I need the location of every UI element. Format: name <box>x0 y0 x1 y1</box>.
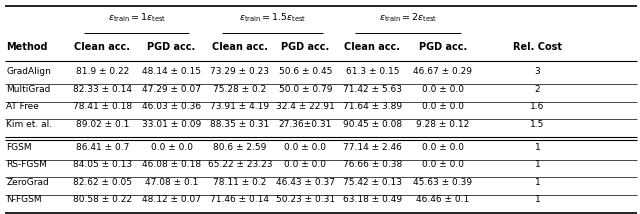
Text: 90.45 ± 0.08: 90.45 ± 0.08 <box>343 120 402 129</box>
Text: 46.43 ± 0.37: 46.43 ± 0.37 <box>276 178 335 187</box>
Text: 61.3 ± 0.15: 61.3 ± 0.15 <box>346 67 399 76</box>
Text: $\epsilon_{\rm train}=1\epsilon_{\rm test}$: $\epsilon_{\rm train}=1\epsilon_{\rm tes… <box>108 12 166 24</box>
Text: 0.0 ± 0.0: 0.0 ± 0.0 <box>284 143 326 152</box>
Text: 1: 1 <box>535 178 540 187</box>
Text: 48.12 ± 0.07: 48.12 ± 0.07 <box>142 195 201 204</box>
Text: 47.29 ± 0.07: 47.29 ± 0.07 <box>142 85 201 94</box>
Text: Clean acc.: Clean acc. <box>344 42 401 52</box>
Text: 78.41 ± 0.18: 78.41 ± 0.18 <box>73 102 132 111</box>
Text: 65.22 ± 23.23: 65.22 ± 23.23 <box>208 160 272 169</box>
Text: 46.67 ± 0.29: 46.67 ± 0.29 <box>413 67 472 76</box>
Text: 73.91 ± 4.19: 73.91 ± 4.19 <box>211 102 269 111</box>
Text: 47.08 ± 0.1: 47.08 ± 0.1 <box>145 178 198 187</box>
Text: 77.14 ± 2.46: 77.14 ± 2.46 <box>343 143 402 152</box>
Text: 71.46 ± 0.14: 71.46 ± 0.14 <box>211 195 269 204</box>
Text: PGD acc.: PGD acc. <box>281 42 330 52</box>
Text: 82.62 ± 0.05: 82.62 ± 0.05 <box>73 178 132 187</box>
Text: 75.42 ± 0.13: 75.42 ± 0.13 <box>343 178 402 187</box>
Text: 88.35 ± 0.31: 88.35 ± 0.31 <box>211 120 269 129</box>
Text: 50.23 ± 0.31: 50.23 ± 0.31 <box>276 195 335 204</box>
Text: 73.29 ± 0.23: 73.29 ± 0.23 <box>211 67 269 76</box>
Text: 1.5: 1.5 <box>531 120 545 129</box>
Text: Clean acc.: Clean acc. <box>74 42 131 52</box>
Text: $\epsilon_{\rm train}=1.5\epsilon_{\rm test}$: $\epsilon_{\rm train}=1.5\epsilon_{\rm t… <box>239 12 307 24</box>
Text: 80.58 ± 0.22: 80.58 ± 0.22 <box>73 195 132 204</box>
Text: Clean acc.: Clean acc. <box>212 42 268 52</box>
Text: 81.9 ± 0.22: 81.9 ± 0.22 <box>76 67 129 76</box>
Text: FGSM: FGSM <box>6 143 32 152</box>
Text: 1: 1 <box>535 160 540 169</box>
Text: 1.6: 1.6 <box>531 102 545 111</box>
Text: 75.28 ± 0.2: 75.28 ± 0.2 <box>213 85 267 94</box>
Text: $\epsilon_{\rm train}=2\epsilon_{\rm test}$: $\epsilon_{\rm train}=2\epsilon_{\rm tes… <box>378 12 437 24</box>
Text: 0.0 ± 0.0: 0.0 ± 0.0 <box>422 85 464 94</box>
Text: 1: 1 <box>535 143 540 152</box>
Text: 48.14 ± 0.15: 48.14 ± 0.15 <box>142 67 201 76</box>
Text: 80.6 ± 2.59: 80.6 ± 2.59 <box>213 143 267 152</box>
Text: 86.41 ± 0.7: 86.41 ± 0.7 <box>76 143 129 152</box>
Text: 46.08 ± 0.18: 46.08 ± 0.18 <box>142 160 201 169</box>
Text: PGD acc.: PGD acc. <box>147 42 196 52</box>
Text: 0.0 ± 0.0: 0.0 ± 0.0 <box>422 160 464 169</box>
Text: N-FGSM: N-FGSM <box>6 195 42 204</box>
Text: GradAlign: GradAlign <box>6 67 51 76</box>
Text: 1: 1 <box>535 195 540 204</box>
Text: 82.33 ± 0.14: 82.33 ± 0.14 <box>73 85 132 94</box>
Text: PGD acc.: PGD acc. <box>419 42 467 52</box>
Text: 46.46 ± 0.1: 46.46 ± 0.1 <box>416 195 470 204</box>
Text: Rel. Cost: Rel. Cost <box>513 42 562 52</box>
Text: RS-FGSM: RS-FGSM <box>6 160 47 169</box>
Text: 0.0 ± 0.0: 0.0 ± 0.0 <box>422 102 464 111</box>
Text: 89.02 ± 0.1: 89.02 ± 0.1 <box>76 120 129 129</box>
Text: 45.63 ± 0.39: 45.63 ± 0.39 <box>413 178 472 187</box>
Text: 3: 3 <box>535 67 540 76</box>
Text: 0.0 ± 0.0: 0.0 ± 0.0 <box>284 160 326 169</box>
Text: 76.66 ± 0.38: 76.66 ± 0.38 <box>343 160 402 169</box>
Text: 0.0 ± 0.0: 0.0 ± 0.0 <box>422 143 464 152</box>
Text: Kim et. al.: Kim et. al. <box>6 120 52 129</box>
Text: Method: Method <box>6 42 48 52</box>
Text: 32.4 ± 22.91: 32.4 ± 22.91 <box>276 102 335 111</box>
Text: 2: 2 <box>535 85 540 94</box>
Text: 27.36±0.31: 27.36±0.31 <box>278 120 332 129</box>
Text: 9.28 ± 0.12: 9.28 ± 0.12 <box>416 120 470 129</box>
Text: 46.03 ± 0.36: 46.03 ± 0.36 <box>142 102 201 111</box>
Text: ZeroGrad: ZeroGrad <box>6 178 49 187</box>
Text: MultiGrad: MultiGrad <box>6 85 51 94</box>
Text: 63.18 ± 0.49: 63.18 ± 0.49 <box>343 195 402 204</box>
Text: 71.64 ± 3.89: 71.64 ± 3.89 <box>343 102 402 111</box>
Text: 78.11 ± 0.2: 78.11 ± 0.2 <box>213 178 267 187</box>
Text: 50.0 ± 0.79: 50.0 ± 0.79 <box>278 85 332 94</box>
Text: 50.6 ± 0.45: 50.6 ± 0.45 <box>278 67 332 76</box>
Text: 0.0 ± 0.0: 0.0 ± 0.0 <box>150 143 193 152</box>
Text: 33.01 ± 0.09: 33.01 ± 0.09 <box>142 120 201 129</box>
Text: 84.05 ± 0.13: 84.05 ± 0.13 <box>73 160 132 169</box>
Text: 71.42 ± 5.63: 71.42 ± 5.63 <box>343 85 402 94</box>
Text: AT Free: AT Free <box>6 102 39 111</box>
